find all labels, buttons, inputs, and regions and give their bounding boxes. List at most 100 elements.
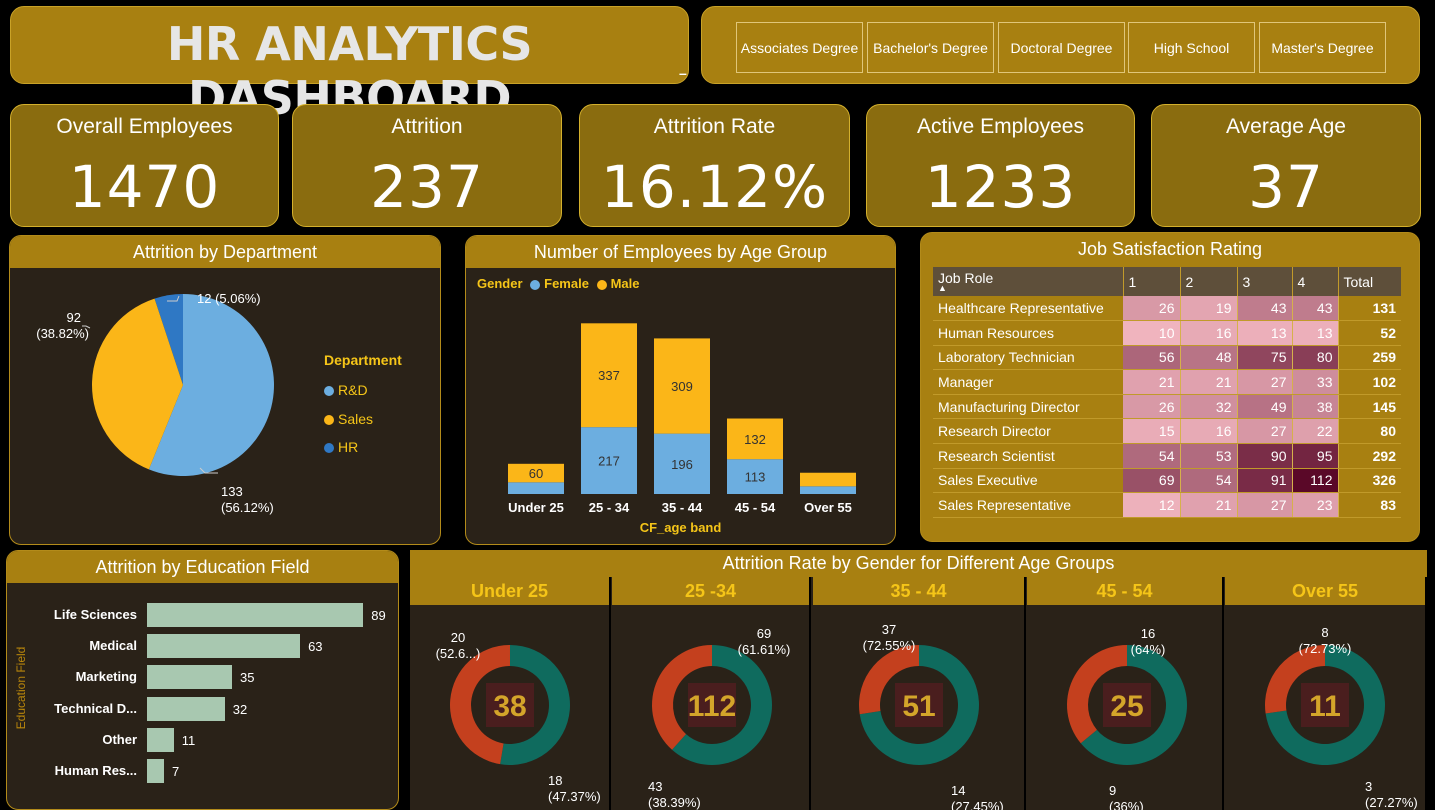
data-label: 37	[882, 622, 896, 637]
pie-slice-rd[interactable]	[148, 294, 274, 476]
slicer-masters-degree[interactable]: Master's Degree	[1259, 22, 1386, 73]
column-header-2[interactable]: 2	[1180, 267, 1238, 296]
x-tick-label: 25 - 34	[589, 500, 630, 515]
data-label: 20	[451, 630, 465, 645]
bar-female[interactable]	[800, 486, 856, 494]
table-row[interactable]: Research Director 15 16 27 22 80	[933, 418, 1401, 445]
bar-male[interactable]	[508, 463, 564, 483]
chart-title: Number of Employees by Age Group	[466, 236, 895, 268]
column-header-4[interactable]: 4	[1292, 267, 1339, 296]
column-header-3[interactable]: 3	[1237, 267, 1293, 296]
education-bar[interactable]	[147, 603, 364, 627]
bar-female[interactable]	[508, 482, 564, 494]
slicer-associates-degree[interactable]: Associates Degree	[736, 22, 863, 73]
rating-cell: 54	[1123, 443, 1181, 469]
category-label: Other	[102, 731, 137, 747]
rating-cell: 26	[1123, 394, 1181, 420]
education-bar[interactable]	[147, 727, 174, 752]
age-group-header: 25 -34	[612, 577, 809, 605]
data-label: (52.6...)	[436, 646, 481, 661]
bar-female[interactable]	[581, 427, 637, 494]
donut-center-box	[1103, 683, 1151, 727]
x-tick-label: 45 - 54	[735, 500, 776, 515]
rating-cell: 90	[1237, 443, 1293, 469]
data-label: (36%)	[1109, 799, 1144, 810]
table-row[interactable]: Human Resources 10 16 13 13 52	[933, 320, 1401, 346]
bar-female[interactable]	[727, 459, 783, 494]
donut-slice-male[interactable]	[672, 645, 772, 765]
donut-slice-female[interactable]	[859, 645, 919, 715]
column-header-job-role[interactable]: Job Role ▲	[933, 267, 1124, 296]
bar-value-label: 35	[240, 670, 255, 686]
legend-item-male[interactable]: Male	[610, 276, 640, 291]
rating-cell: 26	[1123, 296, 1181, 322]
minimize-mark: –	[679, 65, 687, 81]
data-label: (72.73%)	[1299, 641, 1352, 656]
donut-slice-male[interactable]	[1265, 645, 1385, 765]
donut-total: 11	[1309, 690, 1341, 723]
data-label: 8	[1321, 625, 1328, 640]
rating-cell: 27	[1237, 418, 1293, 445]
slicer-high-school[interactable]: High School	[1128, 22, 1255, 73]
bar-male[interactable]	[654, 338, 710, 434]
total-cell: 52	[1338, 320, 1401, 346]
bar-male[interactable]	[727, 418, 783, 460]
rating-cell: 13	[1237, 320, 1293, 346]
legend-swatch	[324, 386, 334, 397]
data-label: 14	[951, 783, 965, 798]
donut-slice-female[interactable]	[1067, 645, 1127, 744]
rating-cell: 21	[1180, 369, 1238, 395]
education-slicer: Associates Degree Bachelor's Degree Doct…	[701, 6, 1420, 84]
donut-slice-male[interactable]	[859, 645, 979, 765]
donut-slice-female[interactable]	[652, 645, 712, 750]
leader-line	[199, 467, 218, 474]
pie-slice-hr[interactable]	[154, 294, 183, 385]
legend-label: R&D	[338, 382, 368, 398]
data-label: (27.27%)	[1365, 795, 1418, 810]
kpi-label: Active Employees	[917, 115, 1084, 138]
table-row[interactable]: Laboratory Technician 56 48 75 80 259	[933, 345, 1401, 371]
legend-item-hr[interactable]: HR	[324, 433, 373, 462]
bar-value-label: 7	[172, 764, 180, 779]
data-label: 196	[671, 457, 693, 472]
column-header-1[interactable]: 1	[1123, 267, 1181, 296]
donut-slice-male[interactable]	[1080, 645, 1187, 765]
table-row[interactable]: Manager 21 21 27 33 102	[933, 369, 1401, 395]
bar-female[interactable]	[654, 433, 710, 494]
education-bar[interactable]	[147, 634, 301, 659]
legend-item-rd[interactable]: R&D	[324, 376, 373, 405]
kpi-active-employees: Active Employees 1233	[866, 104, 1135, 227]
legend-swatch	[324, 443, 334, 454]
education-bar[interactable]	[147, 696, 225, 721]
table-row[interactable]: Manufacturing Director 26 32 49 38 145	[933, 394, 1401, 420]
table-row[interactable]: Sales Representative 12 21 27 23 83	[933, 492, 1401, 518]
legend-item-sales[interactable]: Sales	[324, 405, 373, 434]
column-header-total[interactable]: Total	[1338, 267, 1401, 296]
bar-male[interactable]	[800, 472, 856, 487]
donut-total: 112	[688, 690, 736, 723]
table-row[interactable]: Healthcare Representative 26 19 43 43 131	[933, 296, 1401, 322]
legend-item-female[interactable]: Female	[544, 276, 589, 291]
slicer-bachelors-degree[interactable]: Bachelor's Degree	[867, 22, 994, 73]
age-group-column: 25 -34 112 69 (61.61%) 43 (38.39%)	[612, 577, 811, 810]
kpi-value: 1233	[924, 153, 1077, 221]
donut-slice-female[interactable]	[1265, 645, 1325, 714]
table-row[interactable]: Sales Executive 69 54 91 112 326	[933, 468, 1401, 494]
category-label: Technical D...	[54, 700, 137, 716]
rating-cell: 75	[1237, 345, 1293, 371]
education-bar[interactable]	[147, 665, 233, 690]
data-label: (72.55%)	[863, 638, 916, 653]
bar-male[interactable]	[581, 323, 637, 428]
data-label: 69	[757, 626, 771, 641]
table-row[interactable]: Research Scientist 54 53 90 95 292	[933, 443, 1401, 469]
donut-slice-male[interactable]	[500, 645, 570, 765]
rating-cell: 43	[1292, 296, 1339, 322]
slicer-doctoral-degree[interactable]: Doctoral Degree	[998, 22, 1125, 73]
x-axis-label: CF_age band	[639, 520, 722, 535]
donut-slice-female[interactable]	[450, 645, 510, 765]
pie-slice-sales[interactable]	[92, 298, 183, 470]
job-role-cell: Research Director	[933, 418, 1123, 445]
education-bar[interactable]	[147, 759, 164, 783]
rating-cell: 80	[1292, 345, 1339, 371]
total-cell: 292	[1338, 443, 1401, 469]
